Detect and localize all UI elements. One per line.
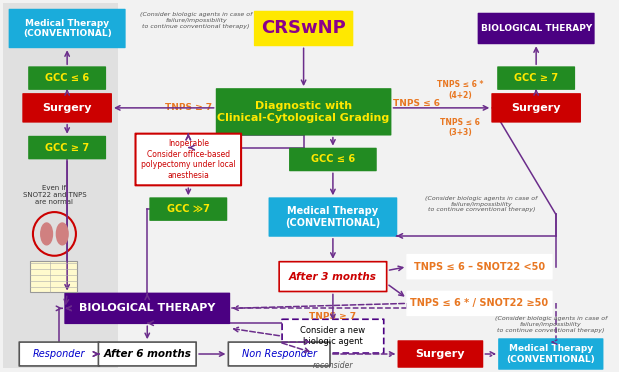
FancyBboxPatch shape [407, 255, 552, 279]
Text: Surgery: Surgery [42, 103, 92, 113]
Text: Medical Therapy
(CONVENTIONAL): Medical Therapy (CONVENTIONAL) [506, 344, 595, 364]
FancyBboxPatch shape [407, 292, 552, 315]
FancyBboxPatch shape [217, 89, 391, 135]
Text: BIOLOGICAL THERAPY: BIOLOGICAL THERAPY [480, 24, 592, 33]
FancyBboxPatch shape [478, 13, 594, 44]
Text: TNPS ≥ 7: TNPS ≥ 7 [165, 103, 212, 112]
FancyBboxPatch shape [136, 134, 241, 185]
Text: Medical Therapy
(CONVENTIONAL): Medical Therapy (CONVENTIONAL) [23, 19, 111, 38]
Text: TNPS ≤ 6 – SNOT22 <50: TNPS ≤ 6 – SNOT22 <50 [414, 262, 545, 272]
Text: Surgery: Surgery [511, 103, 561, 113]
Text: (Consider biologic agents in case of
failure/impossibility
to continue conventio: (Consider biologic agents in case of fai… [495, 316, 607, 333]
Text: After 3 months: After 3 months [289, 272, 377, 282]
Text: TNPS ≤ 6
(3+3): TNPS ≤ 6 (3+3) [440, 118, 480, 137]
Text: Diagnostic with
Clinical-Cytological Grading: Diagnostic with Clinical-Cytological Gra… [217, 101, 390, 123]
Text: GCC ≤ 6: GCC ≤ 6 [311, 154, 355, 164]
FancyBboxPatch shape [492, 94, 580, 122]
Text: Responder: Responder [33, 349, 85, 359]
Ellipse shape [41, 223, 53, 245]
Text: Consider a new
biologic agent: Consider a new biologic agent [300, 326, 365, 346]
FancyBboxPatch shape [228, 342, 330, 366]
Text: GCC ≥ 7: GCC ≥ 7 [45, 142, 89, 153]
Text: Inoperable
Consider office-based
polypectomy under local
anesthesia: Inoperable Consider office-based polypec… [141, 139, 236, 180]
FancyBboxPatch shape [9, 10, 125, 47]
FancyBboxPatch shape [499, 339, 603, 369]
FancyBboxPatch shape [23, 94, 111, 122]
Text: Even if
SNOT22 and TNPS
are normal: Even if SNOT22 and TNPS are normal [23, 185, 86, 205]
Text: TNPS ≥ 7: TNPS ≥ 7 [310, 312, 357, 321]
Text: CRSwNP: CRSwNP [261, 19, 346, 38]
FancyBboxPatch shape [255, 12, 352, 45]
Ellipse shape [56, 223, 68, 245]
FancyBboxPatch shape [279, 262, 387, 292]
Text: TNPS ≤ 6: TNPS ≤ 6 [394, 99, 441, 108]
FancyBboxPatch shape [2, 3, 118, 368]
FancyBboxPatch shape [19, 342, 100, 366]
Text: GCC ≤ 6: GCC ≤ 6 [45, 73, 89, 83]
FancyBboxPatch shape [399, 341, 482, 367]
Text: Medical Therapy
(CONVENTIONAL): Medical Therapy (CONVENTIONAL) [285, 206, 381, 228]
FancyBboxPatch shape [290, 148, 376, 170]
Text: (Consider biologic agents in case of
failure/impossibility
to continue conventio: (Consider biologic agents in case of fai… [425, 196, 538, 212]
FancyBboxPatch shape [498, 67, 574, 89]
Text: Surgery: Surgery [415, 349, 465, 359]
FancyBboxPatch shape [65, 294, 230, 323]
Text: Non Responder: Non Responder [241, 349, 317, 359]
Text: reconsider: reconsider [313, 362, 353, 371]
FancyBboxPatch shape [30, 261, 77, 292]
FancyBboxPatch shape [29, 137, 105, 158]
Text: BIOLOGICAL THERAPY: BIOLOGICAL THERAPY [79, 303, 215, 313]
FancyBboxPatch shape [29, 67, 105, 89]
Text: TNPS ≤ 6 *
(4+2): TNPS ≤ 6 * (4+2) [437, 80, 483, 100]
FancyBboxPatch shape [150, 198, 227, 220]
Text: GCC ≥ 7: GCC ≥ 7 [514, 73, 558, 83]
FancyBboxPatch shape [282, 319, 384, 353]
Text: After 6 months: After 6 months [103, 349, 191, 359]
Text: TNPS ≤ 6 * / SNOT22 ≥50: TNPS ≤ 6 * / SNOT22 ≥50 [410, 298, 548, 308]
Text: (Consider biologic agents in case of
failure/impossibility
to continue conventio: (Consider biologic agents in case of fai… [140, 12, 253, 29]
FancyBboxPatch shape [98, 342, 196, 366]
FancyBboxPatch shape [269, 198, 396, 236]
Text: GCC ≫7: GCC ≫7 [167, 204, 210, 214]
